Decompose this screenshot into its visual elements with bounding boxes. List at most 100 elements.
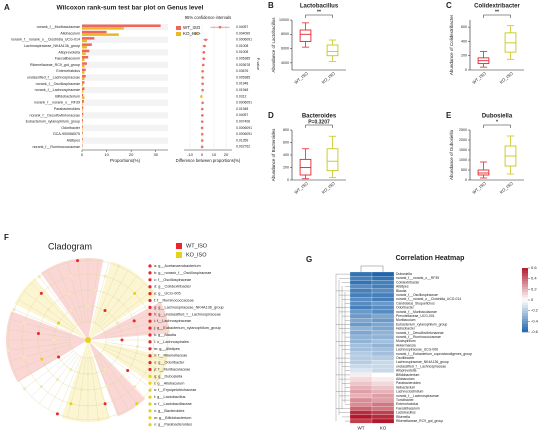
branch: [47, 270, 80, 325]
node: [96, 417, 100, 421]
heatmap-cell: [349, 280, 373, 285]
heatmap-cell: [349, 385, 373, 390]
row-label: norank_f__Lachnospiraceae: [396, 394, 439, 398]
diff-point: [200, 132, 204, 136]
diff-point: [200, 95, 203, 98]
heatmap-cell: [349, 393, 373, 399]
bar: [82, 100, 84, 103]
legend-swatch: [176, 252, 182, 258]
row-label: Lachnoclostridium: [396, 390, 424, 394]
branch: [67, 262, 84, 323]
row-label: norank_f__Eubacterium_coprostanoligenes_…: [396, 352, 472, 356]
significance-bracket: [483, 14, 511, 18]
node: [103, 309, 107, 313]
clade-marker: [148, 319, 152, 323]
p-value: 0.005385: [236, 57, 250, 61]
category-label: Alistipes: [67, 139, 81, 143]
heatmap-cell: [371, 372, 395, 378]
clade-marker: [148, 395, 152, 399]
node: [126, 368, 130, 372]
p-value: 0.04057: [236, 25, 248, 29]
node: [103, 402, 107, 406]
clade-marker: [148, 278, 152, 282]
diff-point: [200, 139, 204, 142]
clade-label: h: g__unclassified_f__Lachnospiraceae: [154, 312, 221, 316]
heatmap-cell: [349, 330, 373, 336]
heatmap-cell: [349, 360, 373, 365]
y-tick-label: 0: [465, 68, 467, 72]
dendrogram: [360, 265, 384, 272]
category-label: norank_f__norank_o__RF39: [34, 101, 80, 105]
p-value: 0.01359: [236, 138, 248, 142]
p-value-label: P-value: [256, 58, 260, 70]
heatmap-cell: [349, 292, 373, 298]
clade-marker: [148, 354, 152, 358]
heatmap-cell: [371, 376, 395, 382]
p-value: 0.0006091: [236, 101, 252, 105]
heatmap-cell: [371, 288, 395, 294]
column-label: KO: [380, 425, 387, 430]
branch: [102, 291, 152, 330]
colorbar-step: [522, 286, 528, 290]
colorbar-step: [522, 270, 528, 274]
clade-marker: [148, 367, 152, 372]
row-label: Lachnospiraceae_UCG-006: [396, 348, 438, 352]
node: [69, 309, 73, 313]
node: [7, 348, 11, 352]
branch: [10, 319, 71, 336]
clade-marker: [148, 374, 152, 378]
heatmap-cell: [371, 347, 395, 352]
panel-label: C: [446, 1, 452, 10]
legend-label: WT_ISO: [183, 25, 201, 30]
row-label: Faecalibaculum: [396, 406, 420, 410]
clade-label: d: g__Colidextribacter: [154, 285, 192, 289]
clade-label: e: g__UCG-005: [154, 292, 181, 296]
bar: [82, 68, 86, 72]
significance: *: [496, 119, 498, 125]
p-value: 0.0006091: [236, 132, 252, 136]
category-label: Rikenellaceae_RC9_gut_group: [30, 63, 80, 67]
category-label: Parabacteroides: [54, 107, 80, 111]
heatmap-cell: [349, 410, 373, 415]
node: [40, 357, 44, 361]
x-tick-label: 20: [224, 152, 229, 157]
node: [69, 402, 73, 406]
branch: [96, 355, 129, 410]
clade-label: l: o__Lachnospirales: [154, 340, 189, 344]
row-label: Bifidobacterium: [396, 373, 420, 377]
p-value: 0.01008: [236, 44, 248, 48]
clade-label: p: f__Muribaculaceae: [154, 368, 190, 372]
heatmap-cell: [349, 355, 373, 361]
bar: [82, 52, 86, 55]
clade-label: u: f__Lactobacillaceae: [154, 402, 192, 406]
p-value: 0.007406: [236, 120, 250, 124]
node: [76, 259, 80, 263]
clade-label: w: g__Bifidobacterium: [154, 416, 191, 420]
colorbar-label: -0.4: [531, 318, 539, 323]
diff-point: [201, 69, 204, 73]
bar: [82, 87, 85, 90]
row-band: [82, 49, 168, 56]
heatmap-cell: [371, 280, 395, 285]
colorbar-step: [522, 278, 528, 282]
clade-label: a: g__Acetanaerobacterium: [154, 264, 201, 268]
significance: P=0.3207: [308, 119, 330, 125]
branch: [8, 342, 71, 351]
category-label: Eubacterium_xylanophilum_group: [26, 120, 80, 124]
colorbar-step: [522, 329, 528, 333]
heatmap-cell: [349, 271, 373, 277]
x-axis-label: Difference between proportions(%): [176, 158, 241, 163]
heatmap-cell: [371, 276, 395, 281]
bar: [82, 77, 85, 80]
clade-shade: [88, 261, 157, 340]
heatmap-cell: [349, 309, 373, 315]
heatmap-cell: [371, 301, 395, 306]
y-tick-label: 200: [283, 165, 289, 169]
bar: [82, 27, 124, 30]
diff-point: [202, 57, 206, 60]
panel-label: F: [4, 233, 9, 242]
category-label: norank_f__Lachnospiraceae: [35, 88, 80, 92]
bar: [82, 125, 83, 128]
category-label: norank_f__norank_o__Clostridia_UCG-014: [11, 38, 80, 42]
colorbar-step: [522, 324, 528, 327]
